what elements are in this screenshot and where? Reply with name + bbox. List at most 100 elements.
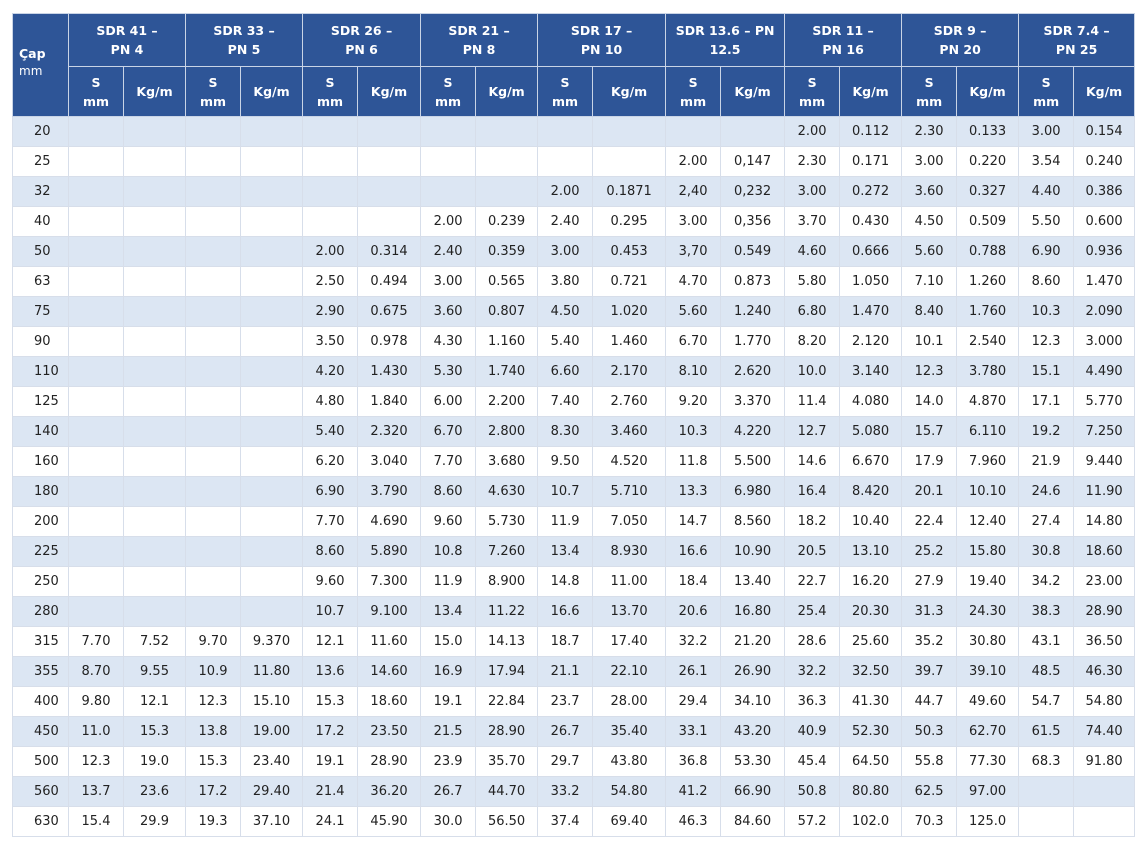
wall-thickness-cell: 12.3: [901, 356, 958, 387]
wall-thickness-cell: 5.30: [420, 356, 477, 387]
wall-thickness-unit: mm: [680, 93, 707, 109]
wall-thickness-cell: 33.1: [665, 716, 722, 747]
weight-cell: 14.13: [475, 626, 539, 657]
sdr-group-header: SDR 41 – PN 4: [67, 13, 187, 67]
wall-thickness-cell: 3.80: [537, 266, 594, 297]
table-row: 355 8.70 9.55 10.9 11.80 13.6 14.60 16.9 17.94 21…: [12, 656, 1136, 687]
weight-cell: [122, 416, 187, 447]
wall-thickness-cell: 54.7: [1018, 686, 1075, 717]
weight-cell: 97.00: [956, 776, 1020, 807]
wall-thickness-cell: 15.3: [185, 746, 242, 777]
weight-header: Kg/m: [720, 66, 786, 117]
weight-cell: 2.800: [475, 416, 539, 447]
wall-thickness-cell: 28.6: [784, 626, 841, 657]
wall-thickness-cell: 12.7: [784, 416, 841, 447]
wall-thickness-cell: 20.6: [665, 596, 722, 627]
sdr-group-title: SDR 21 –: [448, 23, 510, 38]
table-row: 225 8.60 5.890 10.8 7.260 13.4 8.930 16.6 10.90 2…: [12, 536, 1136, 567]
wall-thickness-cell: [537, 146, 594, 177]
wall-thickness-cell: [68, 296, 124, 327]
wall-thickness-cell: [185, 446, 242, 477]
wall-thickness-cell: [185, 146, 242, 177]
wall-thickness-cell: [302, 176, 359, 207]
weight-cell: [592, 116, 667, 147]
weight-cell: [475, 116, 539, 147]
weight-cell: 62.70: [956, 716, 1020, 747]
wall-thickness-cell: [185, 566, 242, 597]
weight-cell: 8.420: [839, 476, 903, 507]
wall-thickness-cell: 19.2: [1018, 416, 1075, 447]
wall-thickness-cell: [185, 506, 242, 537]
wall-thickness-cell: [68, 176, 124, 207]
wall-thickness-cell: 29.7: [537, 746, 594, 777]
weight-cell: [122, 116, 187, 147]
wall-thickness-cell: 26.1: [665, 656, 722, 687]
wall-thickness-cell: 14.8: [537, 566, 594, 597]
wall-thickness-cell: 40.9: [784, 716, 841, 747]
weight-cell: 35.70: [475, 746, 539, 777]
weight-cell: 4.870: [956, 386, 1020, 417]
wall-thickness-cell: 2.00: [537, 176, 594, 207]
diameter-cell: 560: [12, 776, 69, 807]
wall-thickness-cell: 36.3: [784, 686, 841, 717]
wall-thickness-cell: 23.9: [420, 746, 477, 777]
wall-thickness-cell: 2.50: [302, 266, 359, 297]
wall-thickness-cell: 30.0: [420, 806, 477, 837]
wall-thickness-cell: 13.7: [68, 776, 124, 807]
weight-header: Kg/m: [122, 66, 187, 117]
wall-thickness-cell: 7.40: [537, 386, 594, 417]
weight-cell: 19.0: [122, 746, 187, 777]
sdr-group-title: SDR 26 –: [330, 23, 393, 38]
wall-thickness-unit: mm: [82, 93, 110, 109]
weight-cell: [122, 206, 187, 237]
pn-rating: PN 5: [227, 42, 261, 57]
weight-cell: 3.680: [475, 446, 539, 477]
weight-cell: 26.90: [720, 656, 786, 687]
sdr-group-header: SDR 13.6 – PN 12.5: [665, 13, 786, 67]
wall-thickness-cell: 25.4: [784, 596, 841, 627]
weight-cell: 0.386: [1073, 176, 1136, 207]
wall-thickness-cell: 35.2: [901, 626, 958, 657]
wall-thickness-cell: 30.8: [1018, 536, 1075, 567]
diameter-cell: 40: [12, 206, 69, 237]
wall-thickness-cell: 19.1: [420, 686, 477, 717]
weight-cell: 29.9: [122, 806, 187, 837]
wall-thickness-cell: [302, 146, 359, 177]
weight-cell: [357, 206, 422, 237]
wall-thickness-cell: 17.1: [1018, 386, 1075, 417]
table-row: 180 6.90 3.790 8.60 4.630 10.7 5.710 13.3 6.980 1…: [12, 476, 1136, 507]
weight-cell: 1.430: [357, 356, 422, 387]
wall-thickness-cell: 3.00: [1018, 116, 1075, 147]
wall-thickness-cell: 21.9: [1018, 446, 1075, 477]
weight-cell: 69.40: [592, 806, 667, 837]
weight-cell: [720, 116, 786, 147]
wall-thickness-cell: [68, 566, 124, 597]
wall-thickness-cell: 34.2: [1018, 566, 1075, 597]
wall-thickness-cell: 16.9: [420, 656, 477, 687]
table-body: 20 2.00 0.112 2.30 0.133 3.00 0.154 25 2.00 0,147…: [12, 116, 1136, 837]
wall-thickness-cell: 27.4: [1018, 506, 1075, 537]
weight-cell: 34.10: [720, 686, 786, 717]
weight-cell: 1.840: [357, 386, 422, 417]
wall-thickness-cell: 3,70: [665, 236, 722, 267]
weight-cell: 3.040: [357, 446, 422, 477]
weight-cell: [240, 416, 304, 447]
wall-thickness-cell: 19.3: [185, 806, 242, 837]
wall-thickness-cell: 6.00: [420, 386, 477, 417]
wall-thickness-label: S: [560, 74, 570, 90]
weight-cell: 36.50: [1073, 626, 1136, 657]
table-row: 315 7.70 7.52 9.70 9.370 12.1 11.60 15.0 14.13 18…: [12, 626, 1136, 657]
wall-thickness-cell: [185, 296, 242, 327]
weight-cell: 0.675: [357, 296, 422, 327]
weight-cell: 11.22: [475, 596, 539, 627]
wall-thickness-cell: 22.7: [784, 566, 841, 597]
wall-thickness-cell: 36.8: [665, 746, 722, 777]
wall-thickness-cell: [185, 536, 242, 567]
weight-cell: 2.320: [357, 416, 422, 447]
wall-thickness-cell: 5.50: [1018, 206, 1075, 237]
weight-cell: 52.30: [839, 716, 903, 747]
wall-thickness-cell: 11.0: [68, 716, 124, 747]
weight-cell: 0.171: [839, 146, 903, 177]
weight-cell: 53.30: [720, 746, 786, 777]
diameter-cell: 63: [12, 266, 69, 297]
